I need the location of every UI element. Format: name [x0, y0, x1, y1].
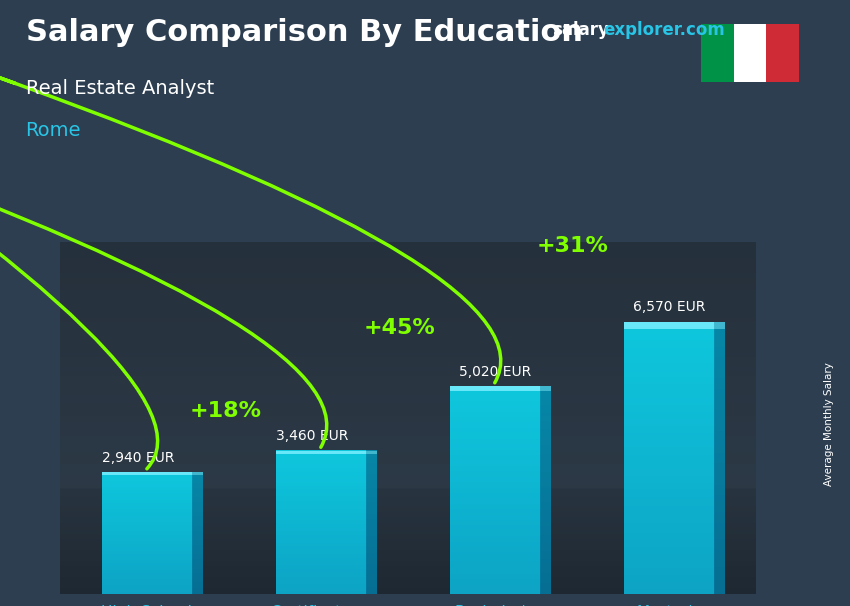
Text: +31%: +31%	[537, 236, 609, 256]
Bar	[275, 451, 366, 454]
Bar	[102, 472, 192, 475]
Bar	[734, 24, 767, 82]
Text: Average Monthly Salary: Average Monthly Salary	[824, 362, 834, 486]
Bar	[192, 472, 203, 475]
Bar	[450, 386, 540, 391]
Text: +18%: +18%	[190, 401, 261, 421]
Text: Rome: Rome	[26, 121, 81, 140]
Text: explorer.com: explorer.com	[604, 21, 725, 39]
Text: +45%: +45%	[363, 318, 435, 338]
Text: 2,940 EUR: 2,940 EUR	[102, 451, 174, 465]
Text: salary: salary	[552, 21, 609, 39]
Bar	[366, 451, 377, 454]
Bar	[624, 322, 714, 329]
Bar	[701, 24, 734, 82]
Text: 5,020 EUR: 5,020 EUR	[459, 365, 531, 379]
Text: 3,460 EUR: 3,460 EUR	[276, 429, 348, 443]
Text: Real Estate Analyst: Real Estate Analyst	[26, 79, 213, 98]
Bar	[767, 24, 799, 82]
Bar	[714, 322, 725, 329]
Text: 6,570 EUR: 6,570 EUR	[632, 301, 705, 315]
Bar	[540, 386, 551, 391]
Text: Salary Comparison By Education: Salary Comparison By Education	[26, 18, 582, 47]
